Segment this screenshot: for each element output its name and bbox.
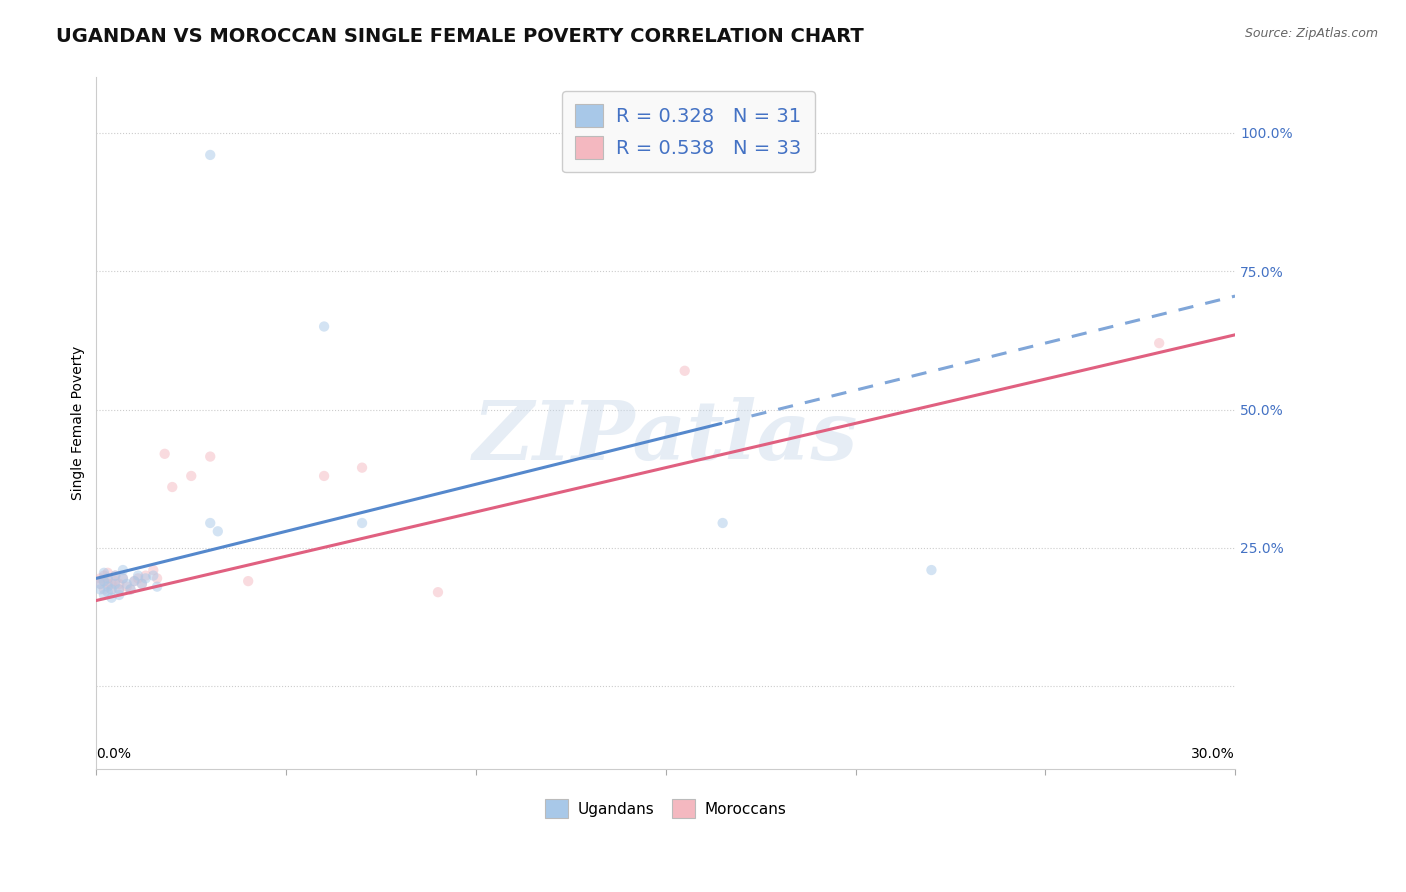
- Text: 30.0%: 30.0%: [1191, 747, 1234, 761]
- Point: [200, 148, 222, 162]
- Point: [427, 585, 450, 599]
- Point: [89, 577, 111, 591]
- Point: [89, 577, 111, 591]
- Text: 0.0%: 0.0%: [97, 747, 131, 761]
- Point: [200, 450, 222, 464]
- Point: [314, 319, 336, 334]
- Point: [1147, 336, 1170, 351]
- Point: [104, 574, 127, 588]
- Point: [200, 516, 222, 530]
- Point: [920, 563, 942, 577]
- Point: [108, 582, 131, 597]
- Point: [100, 582, 122, 597]
- Point: [97, 585, 120, 599]
- Point: [131, 577, 153, 591]
- Point: [97, 566, 120, 580]
- Point: [127, 571, 149, 585]
- Point: [104, 568, 127, 582]
- Point: [120, 582, 142, 597]
- Point: [142, 563, 165, 577]
- Point: [104, 577, 127, 591]
- Point: [352, 460, 374, 475]
- Point: [97, 571, 120, 585]
- Point: [100, 582, 122, 597]
- Text: UGANDAN VS MOROCCAN SINGLE FEMALE POVERTY CORRELATION CHART: UGANDAN VS MOROCCAN SINGLE FEMALE POVERT…: [56, 27, 865, 45]
- Point: [111, 571, 134, 585]
- Point: [153, 447, 176, 461]
- Point: [238, 574, 260, 588]
- Point: [115, 577, 138, 591]
- Legend: Ugandans, Moroccans: Ugandans, Moroccans: [538, 793, 793, 824]
- Point: [207, 524, 229, 539]
- Point: [135, 571, 157, 585]
- Point: [135, 568, 157, 582]
- Point: [115, 580, 138, 594]
- Point: [100, 577, 122, 591]
- Point: [131, 577, 153, 591]
- Point: [100, 591, 122, 605]
- Point: [93, 568, 115, 582]
- Y-axis label: Single Female Poverty: Single Female Poverty: [72, 346, 86, 500]
- Point: [127, 568, 149, 582]
- Point: [162, 480, 184, 494]
- Point: [108, 577, 131, 591]
- Point: [180, 469, 202, 483]
- Point: [89, 582, 111, 597]
- Point: [146, 571, 169, 585]
- Text: ZIPatlas: ZIPatlas: [472, 397, 859, 477]
- Point: [111, 563, 134, 577]
- Point: [352, 516, 374, 530]
- Point: [93, 582, 115, 597]
- Point: [146, 580, 169, 594]
- Point: [711, 516, 734, 530]
- Text: Source: ZipAtlas.com: Source: ZipAtlas.com: [1244, 27, 1378, 40]
- Point: [93, 588, 115, 602]
- Point: [673, 364, 696, 378]
- Point: [104, 568, 127, 582]
- Point: [97, 571, 120, 585]
- Point: [142, 568, 165, 582]
- Point: [314, 469, 336, 483]
- Point: [97, 577, 120, 591]
- Point: [124, 574, 146, 588]
- Point: [108, 582, 131, 597]
- Point: [93, 566, 115, 580]
- Point: [89, 571, 111, 585]
- Point: [108, 588, 131, 602]
- Point: [93, 574, 115, 588]
- Point: [120, 582, 142, 597]
- Point: [93, 574, 115, 588]
- Point: [111, 571, 134, 585]
- Point: [124, 574, 146, 588]
- Point: [97, 580, 120, 594]
